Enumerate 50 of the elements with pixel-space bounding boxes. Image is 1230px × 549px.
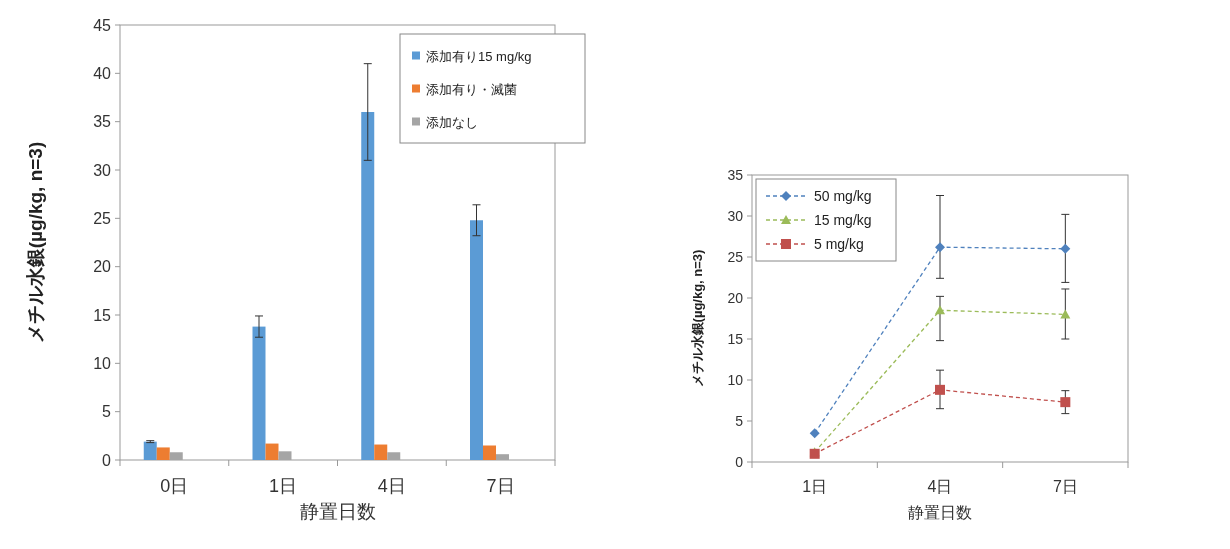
y-tick-label: 15 (727, 330, 744, 347)
x-axis-title: 静置日数 (908, 504, 972, 521)
y-tick-label: 15 (93, 306, 112, 324)
legend-label: 50 mg/kg (814, 188, 872, 204)
y-axis-title: メチル水銀(µg/kg, n=3) (690, 249, 705, 388)
bar (252, 326, 266, 460)
point (809, 428, 820, 439)
x-axis-title: 静置日数 (299, 501, 376, 522)
y-tick-label: 20 (93, 258, 112, 276)
point (935, 384, 945, 395)
x-tick-label: 4日 (377, 476, 406, 496)
bar (143, 441, 157, 460)
bar (361, 112, 375, 460)
y-tick-label: 25 (93, 209, 112, 227)
y-tick-label: 40 (93, 64, 112, 82)
y-tick-label: 35 (727, 166, 744, 183)
legend-label: 添加有り・滅菌 (426, 81, 517, 97)
x-tick-label: 7日 (486, 476, 515, 496)
y-tick-label: 5 (735, 412, 744, 429)
y-tick-label: 0 (102, 451, 112, 469)
x-tick-label: 4日 (927, 478, 953, 495)
legend-label: 添加なし (426, 114, 478, 130)
bar (470, 220, 483, 460)
point (935, 305, 945, 315)
bar (265, 443, 279, 460)
y-tick-label: 10 (727, 371, 744, 388)
bar (156, 447, 170, 460)
point (935, 242, 945, 253)
x-tick-label: 7日 (1052, 478, 1078, 495)
x-tick-label: 1日 (269, 476, 298, 496)
bar (483, 445, 496, 460)
legend-label: 添加有り15 mg/kg (426, 48, 532, 64)
bar (374, 444, 388, 460)
legend-label: 15 mg/kg (814, 212, 872, 228)
y-tick-label: 30 (727, 207, 744, 224)
x-tick-label: 1日 (802, 478, 828, 495)
y-tick-label: 35 (93, 113, 112, 131)
y-tick-label: 30 (93, 161, 112, 179)
y-tick-label: 25 (727, 248, 744, 265)
legend-label: 5 mg/kg (814, 236, 864, 252)
point (1060, 243, 1071, 254)
point (1060, 309, 1071, 319)
y-tick-label: 20 (727, 289, 744, 306)
y-tick-label: 10 (93, 354, 112, 372)
y-tick-label: 45 (93, 16, 112, 34)
x-tick-label: 0日 (160, 476, 189, 496)
y-tick-label: 0 (735, 453, 744, 470)
point (1060, 397, 1071, 408)
y-tick-label: 5 (102, 403, 112, 421)
y-axis-title: メチル水銀(µg/kg, n=3) (25, 141, 46, 344)
